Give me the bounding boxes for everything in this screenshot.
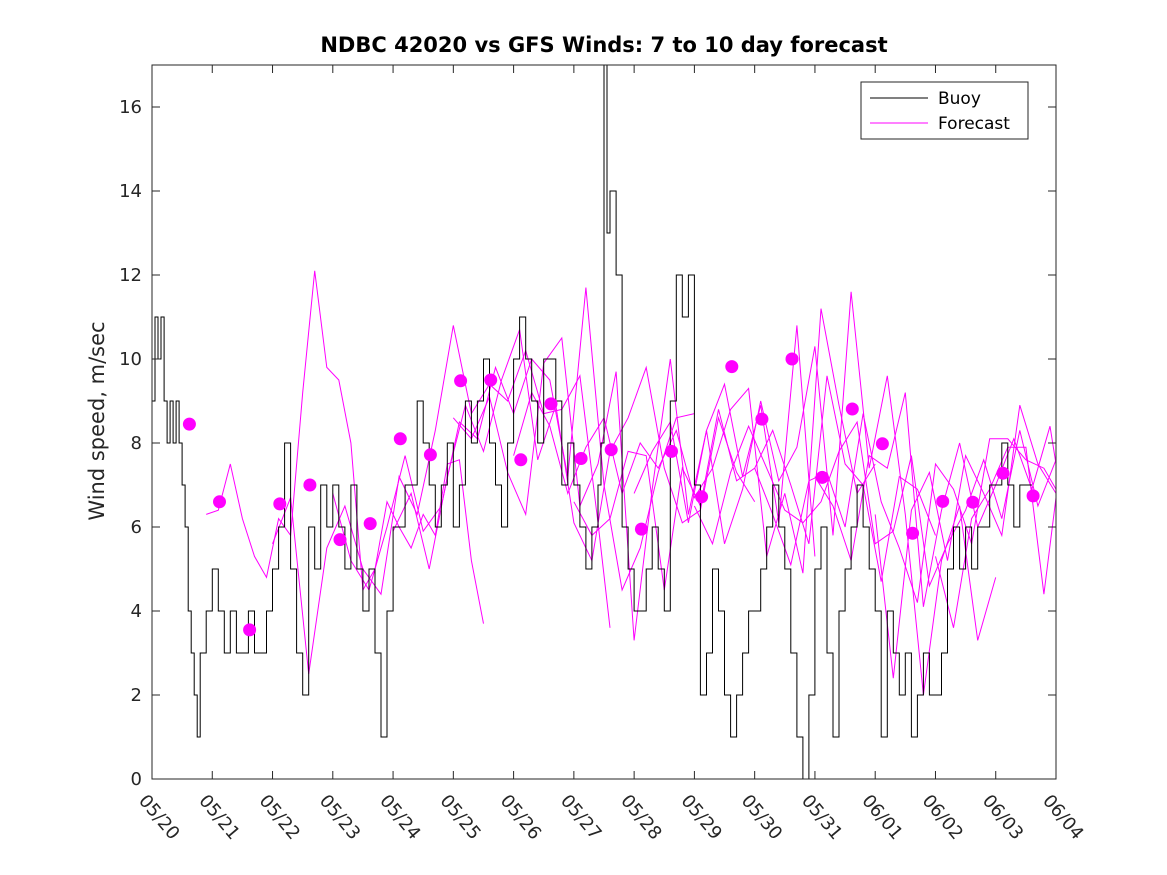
x-tick-label: 06/02 [918,791,967,844]
forecast-marker [514,453,528,467]
y-tick-label: 6 [131,517,142,538]
forecast-marker [182,417,196,431]
x-tick-label: 05/24 [375,791,424,844]
forecast-marker [604,443,618,457]
x-tick-label: 05/27 [556,791,605,844]
forecast-marker [665,444,678,458]
legend-forecast-label: Forecast [938,114,1010,134]
y-tick-label: 14 [119,181,142,202]
x-tick-label: 05/22 [255,791,304,844]
forecast-line-8 [693,420,1057,588]
buoy-line-group [152,64,1032,780]
forecast-marker [755,412,769,426]
x-tick-label: 05/26 [496,791,545,844]
forecast-marker [996,466,1010,480]
forecast-line-11 [874,405,1057,679]
forecast-line-7 [633,291,997,696]
chart-title: NDBC 42020 vs GFS Winds: 7 to 10 day for… [320,33,887,57]
y-tick-label: 0 [131,769,142,790]
buoy-line [152,64,1032,780]
forecast-marker [875,437,889,451]
y-axis-ticks: 0 2 4 6 8 10 12 14 16 [119,97,1056,790]
x-tick-label: 05/31 [797,791,846,844]
forecast-marker [544,397,558,411]
forecast-marker [454,374,468,388]
forecast-marker [363,517,377,531]
x-tick-label: 05/21 [194,791,243,844]
forecast-marker [815,470,829,484]
x-tick-label: 06/04 [1038,791,1087,844]
forecast-marker [634,522,648,536]
forecast-marker [423,448,437,462]
legend: Buoy Forecast [860,81,1029,140]
forecast-marker [845,402,859,416]
axes-frame [151,64,1057,780]
y-tick-label: 4 [131,601,142,622]
forecast-line-0 [206,270,484,624]
forecast-line-9 [754,413,1057,603]
x-tick-label: 05/20 [134,791,183,844]
y-tick-label: 8 [131,433,142,454]
x-tick-label: 05/29 [677,791,726,844]
x-tick-label: 05/25 [436,791,485,844]
x-tick-label: 05/23 [315,791,364,844]
forecast-marker [273,497,287,511]
x-tick-label: 06/01 [857,791,906,844]
x-tick-label: 05/28 [616,791,665,844]
forecast-marker [303,478,317,492]
forecast-marker [695,490,709,504]
forecast-marker [243,623,257,637]
forecast-markers [182,352,1040,637]
forecast-marker [966,495,980,509]
y-tick-label: 10 [119,349,142,370]
forecast-marker [333,533,347,547]
forecast-marker [936,494,950,508]
forecast-marker [213,495,226,509]
forecast-marker [725,360,739,374]
legend-box [860,81,1029,140]
forecast-line-1 [272,325,611,675]
forecast-marker [1026,489,1040,503]
forecast-marker [785,352,799,366]
forecast-marker [906,526,920,540]
x-tick-label: 05/30 [737,791,786,844]
forecast-marker [574,452,588,465]
forecast-marker [393,432,407,446]
x-tick-label: 06/03 [978,791,1027,844]
forecast-line-12 [935,446,1057,628]
y-tick-label: 12 [119,265,142,286]
legend-buoy-label: Buoy [938,89,981,109]
y-axis-label: Wind speed, m/sec [85,321,109,520]
y-tick-label: 2 [131,685,142,706]
y-tick-label: 16 [119,97,142,118]
forecast-marker [484,373,498,387]
